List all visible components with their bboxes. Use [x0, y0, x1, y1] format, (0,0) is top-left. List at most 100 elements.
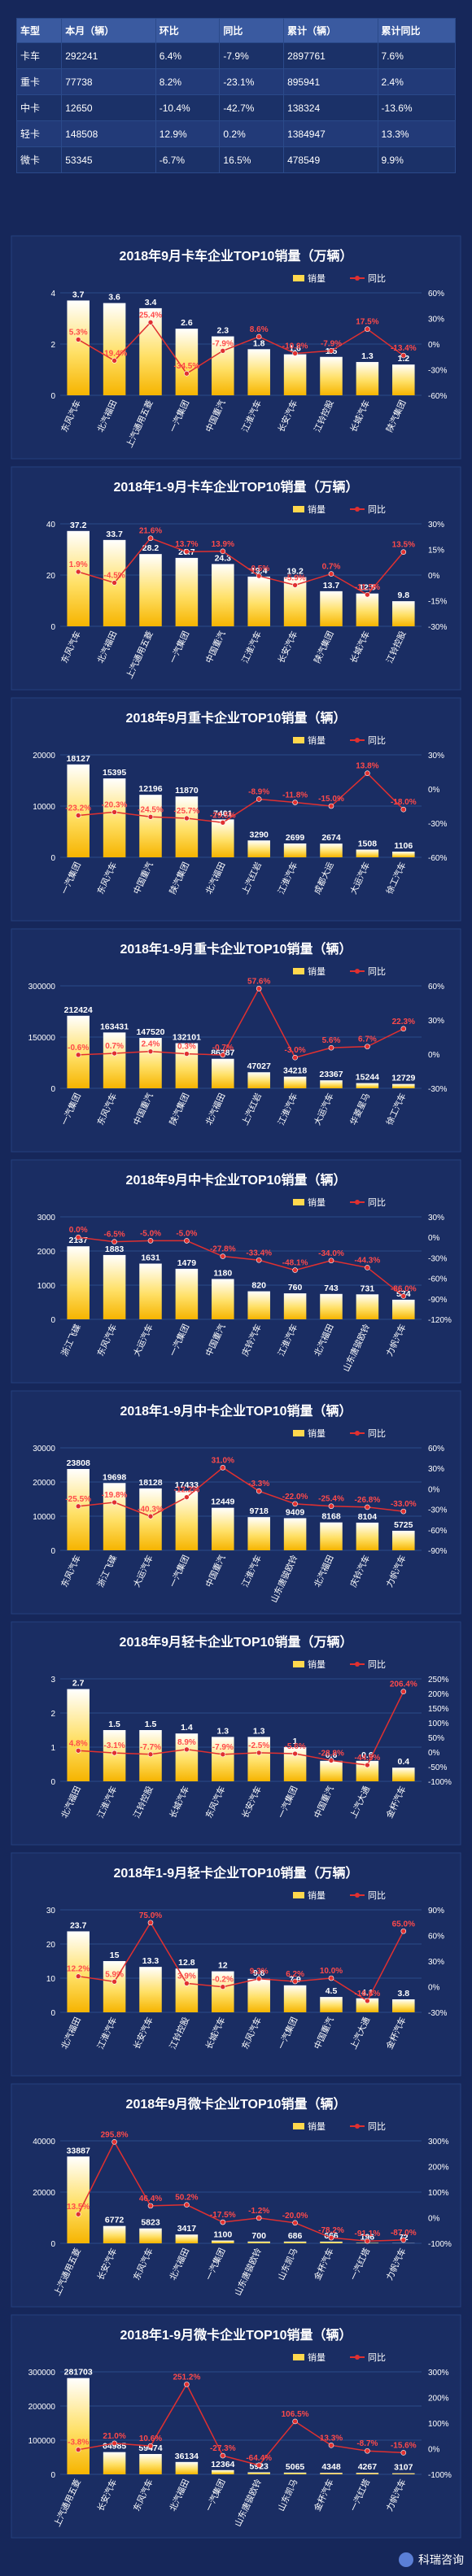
- bar: [212, 2240, 234, 2243]
- yoy-line: [78, 772, 404, 824]
- bar: [212, 819, 234, 857]
- y2-tick-label: 100%: [428, 1720, 449, 1728]
- y-tick-label: 20000: [33, 2189, 55, 2198]
- chart-title: 2018年1-9月微卡企业TOP10销量（辆）: [120, 2327, 352, 2343]
- bar: [392, 1530, 415, 1550]
- legend-label-sales: 销量: [308, 1658, 326, 1670]
- cell: 148508: [61, 120, 156, 147]
- y2-tick-label: -90%: [428, 1296, 447, 1305]
- y2-tick-label: -120%: [428, 1316, 452, 1325]
- yoy-point: [328, 347, 334, 354]
- yoy-label: -20.3%: [102, 800, 128, 809]
- bar-value-label: 3.4: [145, 298, 157, 307]
- chart-svg: 2018年9月中卡企业TOP10销量（辆） 销量 同比 0 1000 2000 3000 30…: [11, 1159, 461, 1384]
- yoy-point: [400, 2450, 407, 2456]
- bar: [212, 1971, 234, 2012]
- yoy-label: -24.5%: [138, 805, 164, 814]
- yoy-label: -7.9%: [212, 339, 234, 348]
- y2-tick-label: 100%: [428, 2189, 449, 2198]
- yoy-point: [400, 1689, 407, 1694]
- yoy-label: -7.9%: [321, 339, 342, 348]
- cell: -42.7%: [219, 94, 285, 121]
- yoy-point: [184, 548, 190, 555]
- bar: [139, 1488, 162, 1550]
- yoy-point: [220, 1465, 226, 1471]
- bar-value-label: 15: [110, 1951, 120, 1960]
- yoy-line: [77, 2140, 404, 2242]
- y2-tick-label: 0%: [428, 2215, 440, 2224]
- summary-row: 微卡 53345 -6.7% 16.5% 478549 9.9%: [15, 146, 457, 173]
- legend-label-yoy: 同比: [368, 966, 386, 977]
- yoy-label: 6.7%: [358, 1035, 377, 1044]
- y2-tick-label: 60%: [428, 983, 444, 992]
- brand-name: 科瑞咨询: [418, 2553, 464, 2566]
- bar-value-label: 15244: [356, 1073, 379, 1083]
- bar: [212, 336, 234, 395]
- bar-value-label: 12729: [391, 1074, 415, 1083]
- y-tick-label: 0: [50, 1316, 55, 1325]
- bar-value-label: 3.8: [397, 1989, 409, 1998]
- y-tick-label: 30000: [33, 1445, 55, 1454]
- cell: -23.1%: [219, 68, 285, 95]
- cell: 6.4%: [155, 42, 221, 69]
- bar-value-label: 3.6: [108, 293, 120, 303]
- y-tick-label: 150000: [28, 1034, 56, 1043]
- y-tick-label: 20000: [33, 752, 55, 761]
- bar: [283, 1293, 307, 1319]
- yoy-point: [75, 569, 81, 575]
- legend-swatch-sales: [293, 1661, 304, 1667]
- yoy-label: 251.2%: [173, 2373, 200, 2382]
- yoy-point: [400, 806, 407, 813]
- bar-value-label: 23808: [67, 1458, 90, 1468]
- yoy-point: [111, 2440, 117, 2447]
- cell: 12650: [61, 94, 156, 121]
- yoy-point: [328, 1758, 334, 1763]
- bar-value-label: 147520: [136, 1027, 164, 1037]
- yoy-label: -2.5%: [248, 1741, 269, 1750]
- y2-tick-label: 0%: [428, 1485, 440, 1494]
- yoy-label: 25.4%: [139, 311, 162, 320]
- y2-tick-label: 50%: [428, 1734, 444, 1743]
- bar: [103, 2225, 126, 2243]
- bar: [392, 364, 415, 395]
- chart-svg: 2018年1-9月轻卡企业TOP10销量（万辆） 销量 同比 0 10 20 30 90% 60…: [11, 1852, 461, 2077]
- yoy-line: [78, 1467, 404, 1518]
- yoy-point: [292, 2220, 298, 2226]
- bar-value-label: 9718: [250, 1506, 269, 1516]
- bar: [392, 1999, 415, 2012]
- yoy-point: [256, 2215, 262, 2221]
- yoy-point: [220, 1984, 226, 1990]
- bar: [67, 764, 90, 857]
- bar: [175, 1968, 199, 2012]
- yoy-point: [365, 2447, 370, 2454]
- bar: [392, 601, 415, 626]
- yoy-point: [111, 1979, 117, 1985]
- yoy-label: -1.2%: [248, 2207, 269, 2216]
- y2-tick-label: 250%: [428, 1676, 449, 1685]
- bar: [175, 2461, 199, 2474]
- yoy-label: -78.2%: [318, 2226, 344, 2235]
- yoy-point: [184, 1051, 190, 1057]
- bar-value-label: 7401: [213, 809, 233, 818]
- bar: [247, 349, 270, 395]
- yoy-label: 13.5%: [67, 2203, 90, 2212]
- bar: [175, 1268, 199, 1319]
- yoy-point: [220, 2219, 226, 2225]
- legend-marker-yoy: [355, 1893, 360, 1898]
- yoy-point: [365, 1998, 370, 2004]
- bar-value-label: 163431: [100, 1022, 129, 1031]
- yoy-point: [400, 549, 407, 555]
- y2-tick-label: 0%: [428, 1234, 440, 1243]
- yoy-label: -8.7%: [356, 2439, 378, 2448]
- legend-swatch-sales: [293, 1892, 304, 1898]
- y-tick-label: 0: [50, 392, 55, 401]
- yoy-label: -0.6%: [68, 1044, 89, 1053]
- bar-value-label: 760: [288, 1283, 303, 1292]
- yoy-point: [220, 820, 226, 826]
- cell: 478549: [283, 146, 378, 173]
- y2-tick-label: -100%: [428, 2471, 452, 2480]
- y2-tick-label: 200%: [428, 1690, 449, 1699]
- bar-value-label: 731: [361, 1284, 375, 1293]
- cell: 0.2%: [219, 120, 285, 147]
- chart-1: 2018年9月卡车企业TOP10销量（万辆） 销量 同比 0 2 4 60% 30% 0% -30…: [8, 233, 464, 462]
